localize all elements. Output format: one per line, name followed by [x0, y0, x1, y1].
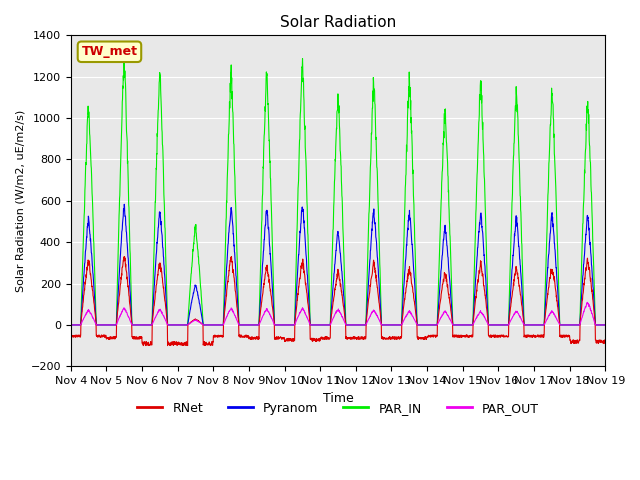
RNet: [365, 291, 373, 297]
Legend: RNet, Pyranom, PAR_IN, PAR_OUT: RNet, Pyranom, PAR_IN, PAR_OUT: [132, 396, 544, 420]
PAR_IN: [493, 322, 501, 328]
RNet: [354, 336, 362, 341]
RNet: [570, 337, 577, 343]
PAR_IN: [216, 322, 224, 328]
PAR_OUT: [365, 315, 372, 321]
PAR_IN: [570, 322, 577, 328]
PAR_OUT: [602, 322, 609, 328]
Pyranom: [67, 322, 75, 328]
Line: PAR_OUT: PAR_OUT: [71, 302, 605, 325]
PAR_IN: [365, 209, 373, 215]
Line: Pyranom: Pyranom: [71, 204, 605, 325]
Pyranom: [493, 322, 501, 328]
Line: PAR_IN: PAR_IN: [71, 53, 605, 325]
PAR_OUT: [493, 322, 501, 328]
RNet: [228, 253, 236, 259]
Y-axis label: Solar Radiation (W/m2, uE/m2/s): Solar Radiation (W/m2, uE/m2/s): [15, 110, 25, 292]
PAR_IN: [67, 322, 75, 328]
Pyranom: [554, 298, 562, 303]
RNet: [494, 333, 502, 339]
PAR_OUT: [584, 300, 591, 305]
Pyranom: [570, 322, 577, 328]
Pyranom: [120, 202, 128, 207]
PAR_IN: [602, 322, 609, 328]
PAR_OUT: [216, 322, 223, 328]
X-axis label: Time: Time: [323, 392, 353, 405]
RNet: [67, 332, 75, 338]
PAR_IN: [554, 268, 562, 274]
RNet: [216, 333, 224, 339]
PAR_OUT: [569, 322, 577, 328]
Title: Solar Radiation: Solar Radiation: [280, 15, 396, 30]
PAR_OUT: [554, 319, 562, 324]
Pyranom: [365, 269, 373, 275]
PAR_OUT: [353, 322, 361, 328]
Line: RNet: RNet: [71, 256, 605, 346]
Pyranom: [354, 322, 362, 328]
RNet: [602, 339, 609, 345]
Pyranom: [602, 322, 609, 328]
PAR_OUT: [67, 322, 75, 328]
Pyranom: [216, 322, 224, 328]
Text: TW_met: TW_met: [81, 45, 138, 58]
PAR_IN: [354, 322, 362, 328]
PAR_IN: [120, 50, 128, 56]
RNet: [555, 311, 563, 317]
RNet: [164, 343, 172, 348]
